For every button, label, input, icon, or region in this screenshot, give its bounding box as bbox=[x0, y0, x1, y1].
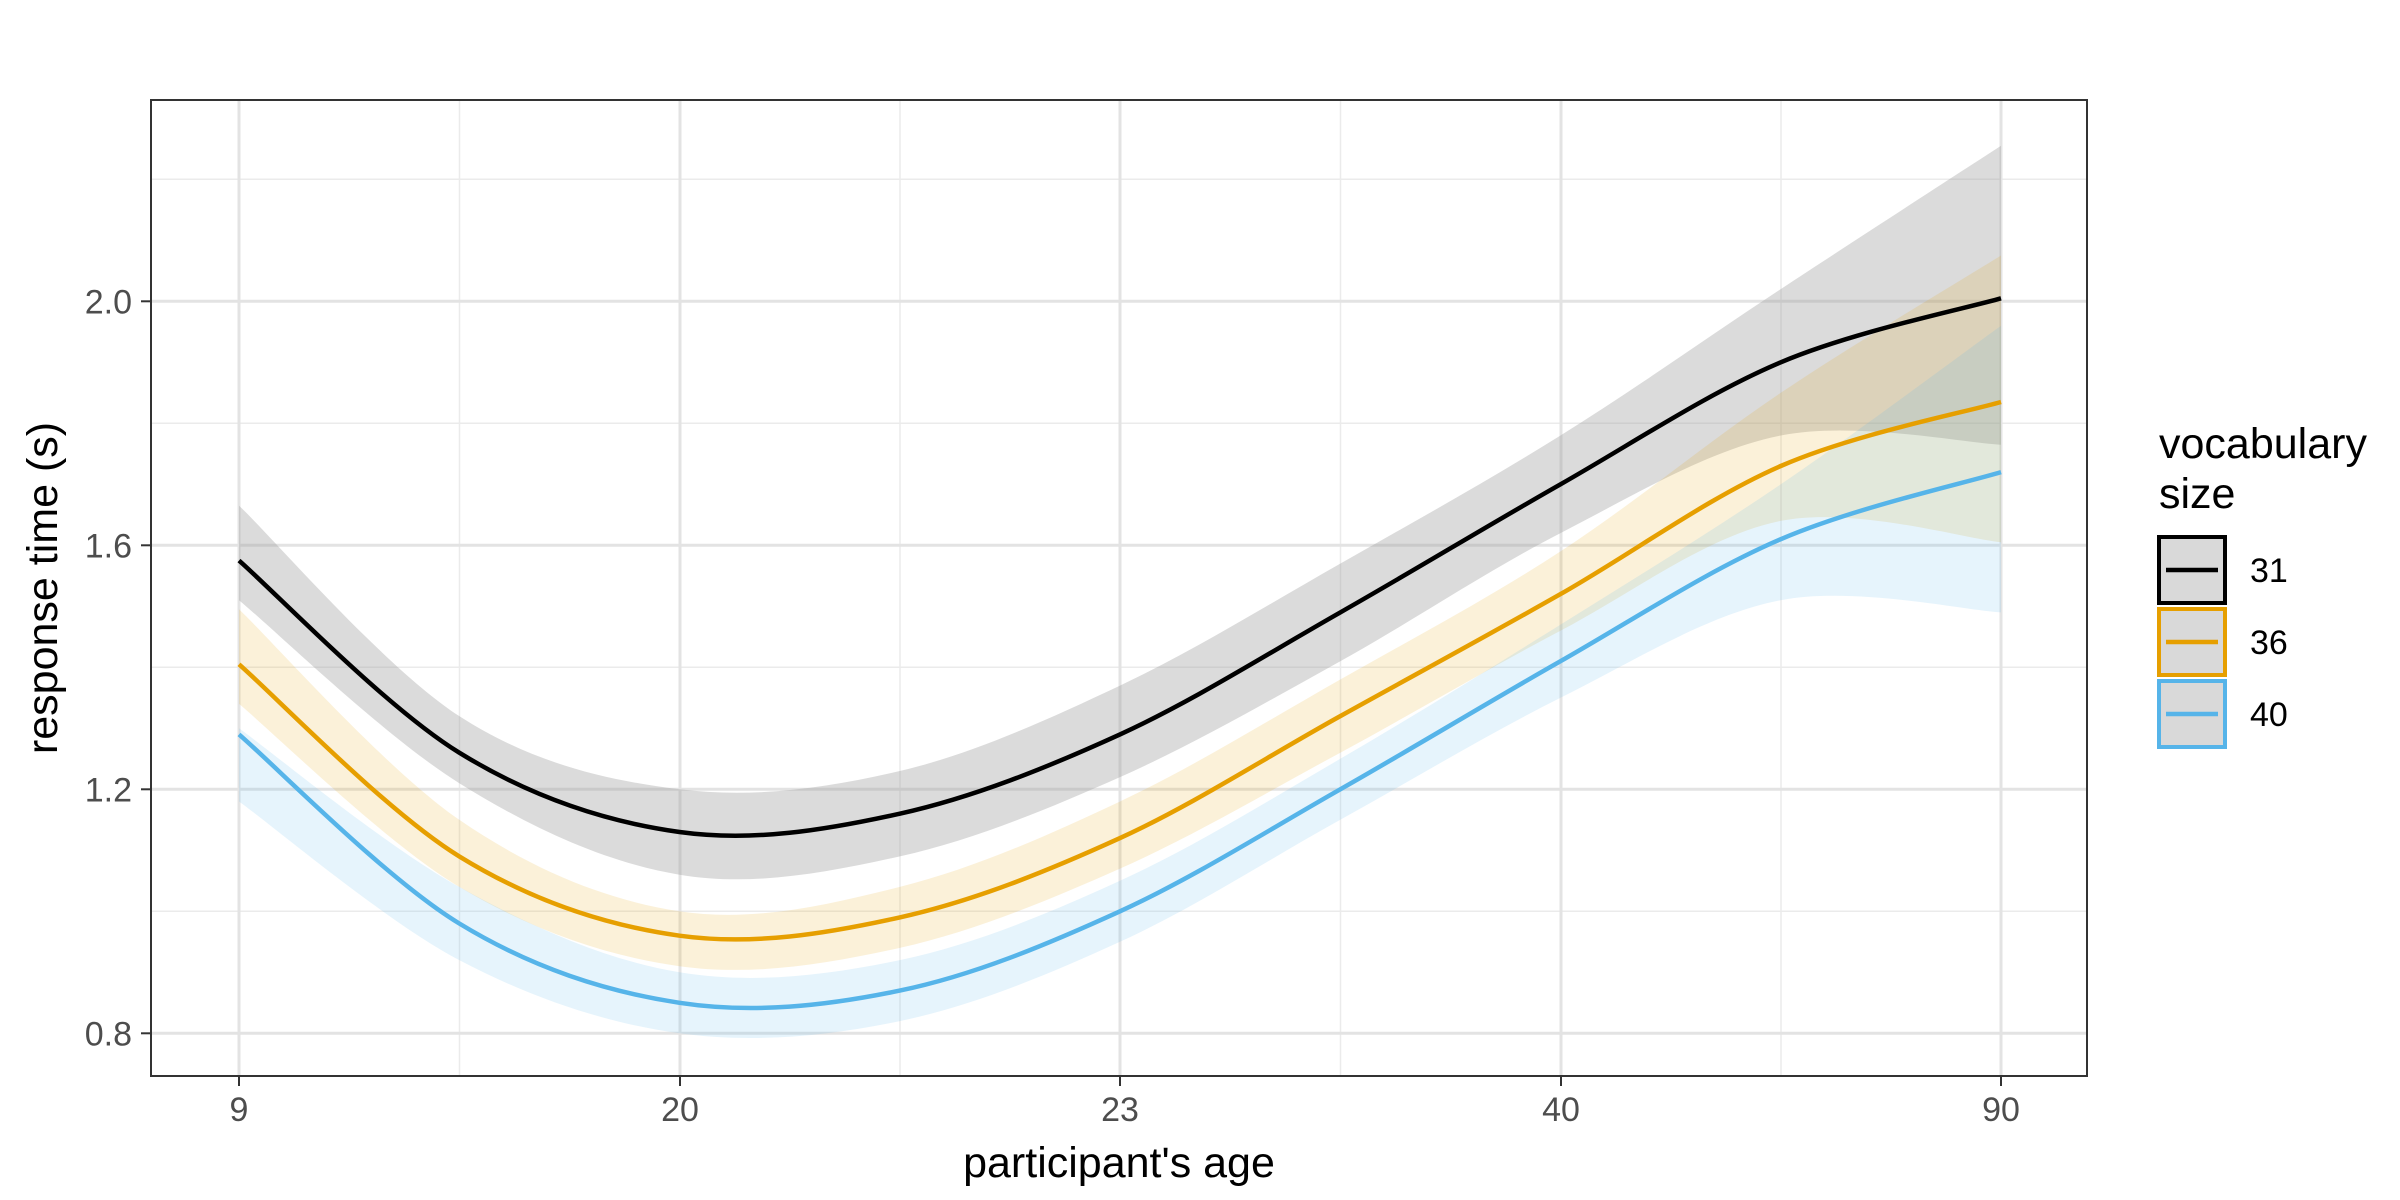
x-axis-title: participant's age bbox=[963, 1139, 1275, 1187]
legend-title-line-2: size bbox=[2159, 470, 2235, 518]
grid bbox=[151, 100, 2087, 1076]
y-axis-title: response time (s) bbox=[19, 422, 67, 754]
x-tick-label-2: 23 bbox=[1101, 1091, 1139, 1129]
x-tick-label-3: 40 bbox=[1542, 1091, 1580, 1129]
axes: 0.8 1.2 1.6 2.0 9 20 23 40 90 bbox=[85, 283, 2020, 1129]
legend-label-31: 31 bbox=[2250, 552, 2288, 590]
line-36 bbox=[237, 399, 2002, 942]
legend-label-36: 36 bbox=[2250, 624, 2288, 662]
y-tick-label-3: 2.0 bbox=[85, 283, 132, 321]
legend: vocabulary size 31 36 40 bbox=[2157, 420, 2367, 749]
legend-label-40: 40 bbox=[2250, 696, 2288, 734]
legend-title-line-1: vocabulary bbox=[2159, 420, 2367, 468]
x-tick-label-1: 20 bbox=[661, 1091, 699, 1129]
y-tick-label-0: 0.8 bbox=[85, 1015, 132, 1053]
legend-item-36: 36 bbox=[2157, 607, 2288, 677]
legend-item-31: 31 bbox=[2157, 535, 2288, 605]
legend-item-40: 40 bbox=[2157, 679, 2288, 749]
y-tick-label-1: 1.2 bbox=[85, 771, 132, 809]
x-tick-label-4: 90 bbox=[1982, 1091, 2020, 1129]
band-40 bbox=[239, 325, 2001, 1039]
series-lines bbox=[237, 296, 2002, 1011]
y-tick-label-2: 1.6 bbox=[85, 527, 132, 565]
x-tick-label-0: 9 bbox=[230, 1091, 249, 1129]
band-36 bbox=[239, 255, 2001, 970]
line-40 bbox=[237, 469, 2002, 1011]
line-31 bbox=[237, 296, 2002, 838]
